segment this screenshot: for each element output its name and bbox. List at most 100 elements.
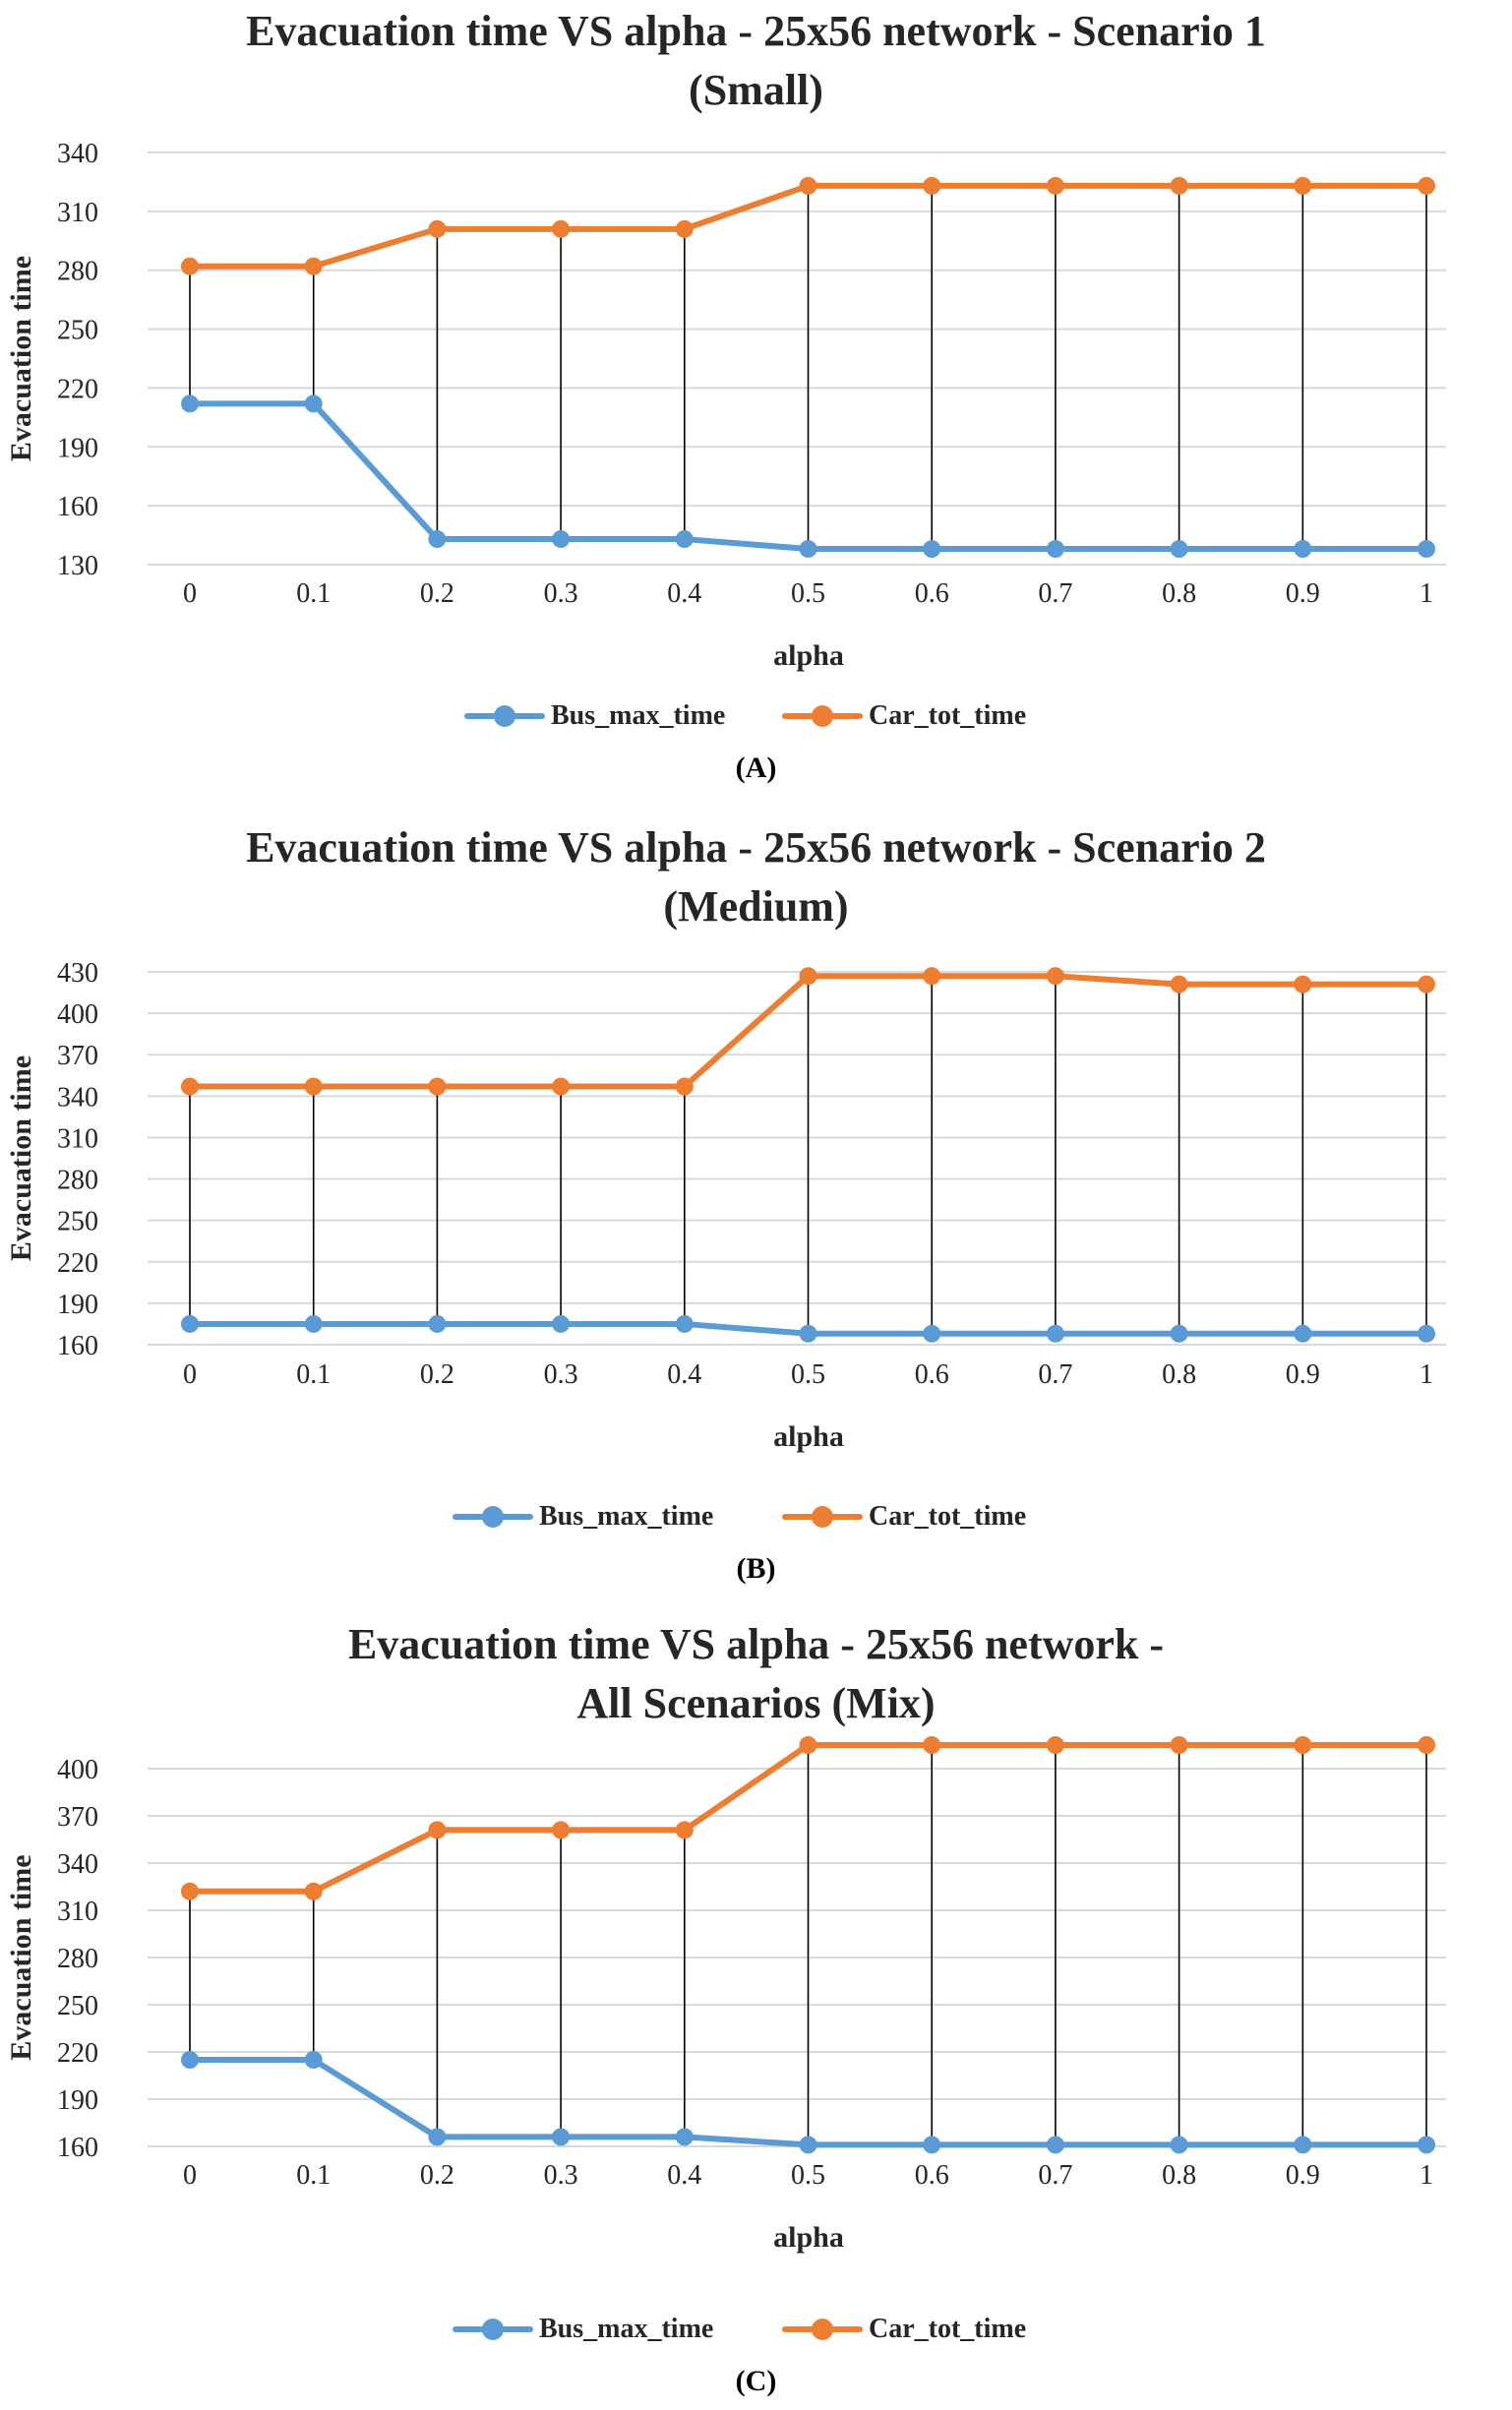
x-axis-label: alpha xyxy=(773,2221,844,2254)
y-axis-label: Evacuation time xyxy=(5,1854,37,2060)
x-tick-label: 0.2 xyxy=(420,1359,454,1390)
data-point-bus xyxy=(1046,540,1064,559)
chart-panel-a: Evacuation time VS alpha - 25x56 network… xyxy=(0,0,1512,797)
y-tick-label: 340 xyxy=(57,1849,98,1880)
data-point-bus xyxy=(428,1314,447,1333)
x-tick-label: 0 xyxy=(183,2160,197,2191)
y-tick-label: 370 xyxy=(57,1802,98,1833)
data-point-car xyxy=(1418,975,1435,994)
data-point-bus xyxy=(923,2136,941,2154)
x-tick-label: 1 xyxy=(1420,1359,1433,1390)
data-point-bus xyxy=(799,1324,817,1343)
chart-legend-b: Bus_max_time Car_tot_time xyxy=(0,1497,1512,1536)
data-point-car xyxy=(799,967,817,986)
x-tick-label: 0.9 xyxy=(1286,1359,1320,1390)
x-tick-label: 0 xyxy=(183,1359,197,1390)
data-point-car xyxy=(552,1821,571,1839)
data-point-bus xyxy=(675,2128,694,2146)
legend-label-car: Car_tot_time xyxy=(869,2314,1027,2344)
data-point-car xyxy=(1046,176,1064,195)
data-point-car xyxy=(675,1077,694,1096)
data-point-bus xyxy=(428,2128,447,2146)
y-tick-label: 220 xyxy=(57,374,98,404)
y-tick-label: 160 xyxy=(57,2133,98,2163)
data-point-bus xyxy=(1046,1324,1064,1343)
data-point-car xyxy=(1046,967,1064,986)
data-point-car xyxy=(428,219,447,238)
x-tick-label: 0.2 xyxy=(420,2160,454,2191)
legend-swatch-bus xyxy=(453,1497,533,1536)
x-tick-label: 0.1 xyxy=(296,2160,331,2191)
y-tick-label: 160 xyxy=(57,492,98,522)
data-point-car xyxy=(1294,975,1312,994)
chart-title-line1: Evacuation time VS alpha - 25x56 network… xyxy=(347,1620,1165,1668)
data-point-car xyxy=(1170,176,1188,195)
y-tick-label: 220 xyxy=(57,1248,98,1279)
y-tick-label: 400 xyxy=(57,1755,98,1785)
data-point-bus xyxy=(923,540,941,559)
data-point-bus xyxy=(1418,2136,1435,2154)
y-tick-label: 340 xyxy=(57,139,98,169)
chart-title-b: Evacuation time VS alpha - 25x56 network… xyxy=(0,818,1512,936)
x-tick-label: 0.3 xyxy=(544,1359,578,1390)
y-tick-label: 280 xyxy=(57,1166,98,1196)
chart-plot-b: 160 190 220 250 280 310 340 370 400 430 0 0.1 0.2 0.3… xyxy=(5,958,1446,1453)
data-point-bus xyxy=(799,2136,817,2154)
legend-item-bus: Bus_max_time xyxy=(464,696,725,736)
data-point-bus xyxy=(304,1314,323,1333)
data-point-car xyxy=(181,1882,199,1900)
data-point-car xyxy=(181,257,199,275)
x-tick-label: 0.1 xyxy=(296,1359,331,1390)
data-point-bus xyxy=(799,540,817,559)
chart-title-c: Evacuation time VS alpha - 25x56 network… xyxy=(0,1615,1512,1733)
data-point-bus xyxy=(552,2128,571,2146)
legend-swatch-bus xyxy=(464,696,545,736)
x-tick-label: 0.7 xyxy=(1038,578,1072,609)
data-point-bus xyxy=(675,1314,694,1333)
y-axis-label: Evacuation time xyxy=(5,1055,37,1261)
x-tick-label: 0.9 xyxy=(1286,578,1320,609)
data-point-car xyxy=(799,1736,817,1754)
data-point-bus xyxy=(1170,1324,1188,1343)
x-axis-label: alpha xyxy=(773,639,844,672)
legend-label-bus: Bus_max_time xyxy=(539,2314,714,2344)
legend-item-bus: Bus_max_time xyxy=(453,1497,713,1536)
y-tick-label: 160 xyxy=(57,1331,98,1361)
chart-title-line2: All Scenarios (Mix) xyxy=(576,1679,936,1727)
legend-label-car: Car_tot_time xyxy=(869,1501,1027,1532)
x-tick-label: 0.3 xyxy=(544,578,578,609)
chart-title-line2: (Small) xyxy=(689,66,823,114)
x-tick-label: 0.2 xyxy=(420,578,454,609)
x-tick-label: 0.3 xyxy=(544,2160,578,2191)
data-point-car xyxy=(1170,1736,1188,1754)
x-tick-label: 0.8 xyxy=(1162,2160,1196,2191)
data-point-bus xyxy=(304,2051,323,2069)
data-point-car xyxy=(1294,1736,1312,1754)
x-tick-label: 1 xyxy=(1420,578,1433,609)
data-point-bus xyxy=(304,394,323,413)
x-tick-label: 0.8 xyxy=(1162,578,1196,609)
y-tick-label: 340 xyxy=(57,1082,98,1113)
data-point-bus xyxy=(1170,540,1188,559)
chart-title-a: Evacuation time VS alpha - 25x56 network… xyxy=(0,2,1512,120)
data-point-car xyxy=(799,176,817,195)
chart-caption-a: (A) xyxy=(735,752,777,784)
x-tick-label: 0.4 xyxy=(667,2160,701,2191)
data-point-car xyxy=(552,219,571,238)
y-tick-label: 250 xyxy=(57,316,98,346)
legend-label-bus: Bus_max_time xyxy=(539,1501,714,1532)
data-point-car xyxy=(1294,176,1312,195)
legend-swatch-bus xyxy=(453,2310,533,2349)
y-tick-label: 250 xyxy=(57,1991,98,2021)
chart-legend-a: Bus_max_time Car_tot_time xyxy=(0,696,1512,736)
data-point-car xyxy=(428,1821,447,1839)
x-tick-label: 0.5 xyxy=(791,578,825,609)
legend-swatch-car xyxy=(782,696,863,736)
y-tick-label: 310 xyxy=(57,1897,98,1927)
y-tick-label: 190 xyxy=(57,433,98,463)
data-point-bus xyxy=(1294,540,1312,559)
x-tick-label: 0.6 xyxy=(915,2160,949,2191)
legend-item-car: Car_tot_time xyxy=(782,696,1026,736)
data-point-bus xyxy=(552,530,571,549)
x-axis-label: alpha xyxy=(773,1420,844,1453)
